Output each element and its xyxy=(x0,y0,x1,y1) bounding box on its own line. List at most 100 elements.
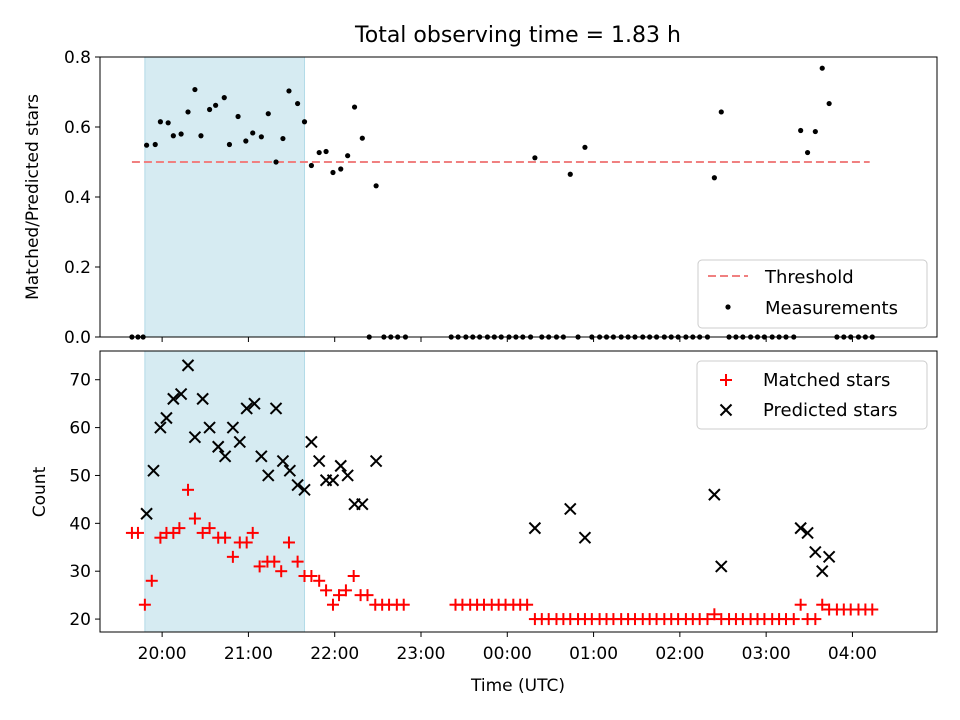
measurement-point xyxy=(185,109,191,115)
measurement-point xyxy=(718,109,724,115)
predicted-star-point xyxy=(262,469,275,482)
matched-stars-series xyxy=(125,483,879,626)
predicted-marker-b xyxy=(233,435,246,449)
predicted-stars-series xyxy=(140,359,836,578)
predicted-marker-b xyxy=(794,521,807,535)
bottom-y-axis-label: Count xyxy=(30,466,50,517)
predicted-marker-b xyxy=(809,545,822,559)
predicted-marker-b xyxy=(255,450,268,463)
predicted-star-point xyxy=(203,421,216,434)
bottom-x-tick-label: 23:00 xyxy=(396,644,445,664)
bottom-legend: Matched stars Predicted stars xyxy=(696,360,928,430)
threshold-legend-label: Threshold xyxy=(764,267,854,288)
matched-star-point xyxy=(701,613,714,626)
bottom-y-tick-label: 20 xyxy=(69,610,91,630)
matched-star-point xyxy=(167,526,180,539)
predicted-marker-b xyxy=(248,397,261,410)
predicted-star-point xyxy=(794,521,807,535)
matched-star-point xyxy=(154,531,167,544)
predicted-star-point xyxy=(269,402,283,415)
measurement-point xyxy=(316,149,322,156)
matched-star-point xyxy=(203,522,216,535)
bottom-y-tick-label: 50 xyxy=(69,466,91,486)
matched-star-point xyxy=(326,598,339,611)
matched-star-point xyxy=(282,536,295,549)
bottom-plot-frame xyxy=(99,350,938,633)
measurements-legend-swatch xyxy=(725,304,731,310)
matched-star-point xyxy=(188,512,201,525)
predicted-star-point xyxy=(356,497,369,511)
measurement-point xyxy=(338,166,344,172)
matched-star-point xyxy=(240,536,253,549)
measurement-point xyxy=(351,104,358,110)
measurement-point xyxy=(221,95,227,101)
measurement-point xyxy=(198,133,204,139)
matched-star-point xyxy=(219,531,232,544)
predicted-star-point xyxy=(809,545,822,559)
bottom-x-axis: 20:00 21:00 22:00 23:00 00:00 01:00 02:00 03:00… xyxy=(138,632,877,664)
matched-star-point xyxy=(145,574,158,587)
predicted-star-point xyxy=(154,421,167,434)
predicted-star-point xyxy=(816,564,829,578)
measurement-point xyxy=(235,113,241,120)
predicted-star-point xyxy=(240,402,253,415)
top-legend-box xyxy=(697,259,928,329)
matched-star-point xyxy=(521,598,534,611)
predicted-star-point xyxy=(167,392,180,406)
measurement-point xyxy=(178,131,184,137)
predicted-star-point xyxy=(822,550,836,564)
measurement-point xyxy=(373,183,379,189)
measurement-point xyxy=(582,144,588,150)
predicted-marker-b xyxy=(196,392,209,406)
x-axis-label: Time (UTC) xyxy=(470,676,565,696)
predicted-marker-b xyxy=(240,402,253,415)
predicted-star-point xyxy=(233,435,246,449)
predicted-marker-b xyxy=(334,459,347,473)
predicted-star-point xyxy=(283,464,297,477)
top-y-axis-label: Matched/Predicted stars xyxy=(23,94,43,300)
predicted-star-point xyxy=(305,435,318,449)
measurement-point xyxy=(265,111,271,117)
top-plot-frame xyxy=(99,56,938,338)
predicted-marker-b xyxy=(212,440,225,453)
matched-star-point xyxy=(313,574,326,587)
measurement-point xyxy=(330,169,336,176)
predicted-marker-b xyxy=(298,483,311,497)
bottom-x-tick-label: 03:00 xyxy=(742,644,791,664)
measurement-point xyxy=(301,119,308,125)
measurement-point xyxy=(280,135,286,142)
predicted-star-point xyxy=(715,560,728,573)
matched-star-point xyxy=(809,613,822,626)
bottom-x-tick-label: 02:00 xyxy=(655,644,704,664)
measurement-point xyxy=(250,130,256,136)
predicted-marker-b xyxy=(262,469,275,482)
measurement-point xyxy=(273,159,279,165)
predicted-marker-b xyxy=(174,387,188,401)
predicted-marker-b xyxy=(203,421,216,434)
predicted-star-point xyxy=(326,474,340,487)
predicted-marker-b xyxy=(218,450,232,463)
predicted-legend-swatch xyxy=(719,403,733,417)
measurement-point xyxy=(165,120,171,126)
matched-star-point xyxy=(305,569,318,582)
matched-star-point xyxy=(138,598,151,611)
predicted-marker-b xyxy=(291,478,304,492)
measurement-point xyxy=(295,100,301,107)
predicted-marker-b xyxy=(369,454,383,468)
top-y-tick-label: 0.2 xyxy=(64,258,91,278)
predicted-marker-b xyxy=(269,402,283,415)
predicted-star-point xyxy=(147,464,160,477)
matched-star-point xyxy=(196,526,209,539)
measurement-point xyxy=(812,128,818,135)
bottom-y-axis: 20 30 40 50 60 70 xyxy=(69,371,100,630)
matched-star-point xyxy=(361,589,374,602)
matched-star-point xyxy=(226,550,239,563)
top-x-ticks xyxy=(161,337,853,342)
bottom-x-tick-label: 22:00 xyxy=(310,644,359,664)
bottom-y-tick-label: 30 xyxy=(69,562,91,582)
bottom-x-tick-label: 01:00 xyxy=(569,644,618,664)
bottom-x-tick-label: 04:00 xyxy=(828,644,877,664)
measurement-point xyxy=(286,88,292,94)
